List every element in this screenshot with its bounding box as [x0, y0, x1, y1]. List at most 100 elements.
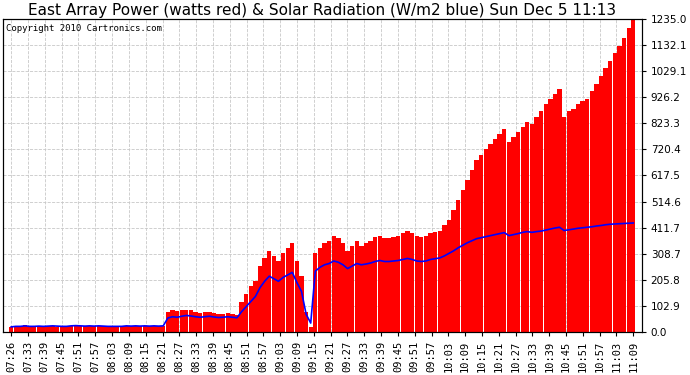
Bar	[511, 137, 515, 332]
Bar	[281, 254, 285, 332]
Title: East Array Power (watts red) & Solar Radiation (W/m2 blue) Sun Dec 5 11:13: East Array Power (watts red) & Solar Rad…	[28, 3, 616, 18]
Bar	[272, 256, 276, 332]
Bar	[101, 326, 106, 332]
Bar	[377, 236, 382, 332]
Bar	[489, 144, 493, 332]
Bar	[548, 99, 553, 332]
Bar	[336, 238, 341, 332]
Bar	[322, 243, 326, 332]
Bar	[124, 326, 128, 332]
Bar	[479, 154, 484, 332]
Bar	[516, 132, 520, 332]
Bar	[437, 231, 442, 332]
Bar	[396, 236, 400, 332]
Bar	[133, 326, 138, 332]
Bar	[428, 233, 433, 332]
Bar	[604, 68, 608, 332]
Bar	[618, 45, 622, 332]
Bar	[304, 312, 308, 332]
Bar	[55, 327, 59, 332]
Bar	[28, 327, 32, 332]
Bar	[147, 326, 152, 332]
Bar	[74, 325, 78, 332]
Bar	[115, 327, 119, 332]
Bar	[9, 327, 13, 332]
Bar	[433, 232, 437, 332]
Bar	[308, 327, 313, 332]
Bar	[405, 231, 410, 332]
Bar	[119, 326, 124, 332]
Bar	[359, 246, 364, 332]
Bar	[461, 190, 465, 332]
Bar	[69, 326, 73, 332]
Bar	[290, 243, 295, 332]
Bar	[248, 286, 253, 332]
Bar	[410, 233, 414, 332]
Bar	[18, 326, 23, 332]
Bar	[465, 180, 470, 332]
Bar	[424, 236, 428, 332]
Bar	[83, 326, 87, 332]
Bar	[346, 251, 350, 332]
Bar	[368, 241, 373, 332]
Bar	[355, 241, 359, 332]
Bar	[341, 243, 345, 332]
Bar	[207, 312, 212, 332]
Bar	[387, 238, 391, 332]
Bar	[50, 326, 55, 332]
Bar	[262, 258, 267, 332]
Bar	[566, 111, 571, 332]
Bar	[539, 111, 543, 332]
Bar	[318, 248, 322, 332]
Bar	[258, 266, 262, 332]
Bar	[239, 302, 244, 332]
Bar	[217, 314, 221, 332]
Bar	[157, 326, 161, 332]
Bar	[129, 326, 133, 332]
Bar	[456, 200, 460, 332]
Bar	[544, 104, 548, 332]
Bar	[493, 140, 497, 332]
Bar	[497, 134, 502, 332]
Bar	[627, 28, 631, 332]
Bar	[88, 326, 92, 332]
Bar	[110, 327, 115, 332]
Bar	[631, 20, 635, 332]
Bar	[401, 233, 405, 332]
Bar	[506, 142, 511, 332]
Bar	[599, 76, 603, 332]
Bar	[170, 310, 175, 332]
Bar	[226, 313, 230, 332]
Bar	[373, 237, 377, 332]
Bar	[502, 129, 506, 332]
Bar	[97, 326, 101, 332]
Bar	[419, 237, 424, 332]
Bar	[295, 261, 299, 332]
Bar	[447, 220, 451, 332]
Bar	[198, 313, 202, 332]
Bar	[106, 327, 110, 332]
Bar	[332, 236, 336, 332]
Bar	[64, 326, 69, 332]
Bar	[235, 315, 239, 332]
Bar	[350, 246, 355, 332]
Bar	[230, 314, 235, 332]
Bar	[590, 91, 594, 332]
Bar	[221, 314, 226, 332]
Bar	[594, 84, 599, 332]
Bar	[37, 326, 41, 332]
Bar	[276, 261, 281, 332]
Bar	[267, 251, 271, 332]
Bar	[78, 326, 83, 332]
Bar	[23, 325, 27, 332]
Bar	[613, 53, 617, 332]
Bar	[189, 310, 193, 332]
Bar	[571, 109, 575, 332]
Bar	[299, 276, 304, 332]
Bar	[364, 243, 368, 332]
Bar	[530, 124, 534, 332]
Bar	[622, 38, 627, 332]
Bar	[553, 94, 557, 332]
Bar	[32, 326, 37, 332]
Bar	[46, 326, 50, 332]
